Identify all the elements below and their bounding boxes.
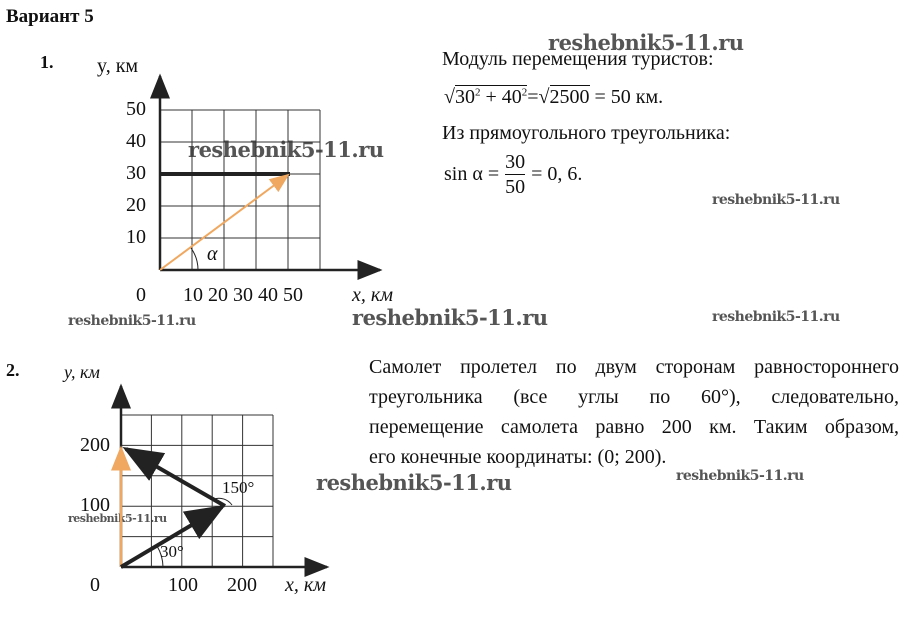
grid-1 bbox=[159, 109, 321, 271]
displacement-vector-1 bbox=[159, 173, 290, 271]
watermark: reshebnik5-11.ru bbox=[188, 137, 384, 162]
text-line: Модуль перемещения туристов: bbox=[442, 48, 714, 70]
x-axis-label-2: x, км bbox=[285, 574, 326, 596]
problem-1-number: 1. bbox=[40, 52, 54, 72]
text-line: перемещение самолета равно 200 км. Таким… bbox=[369, 416, 899, 438]
y-tick: 10 bbox=[126, 226, 146, 248]
origin-label-1: 0 bbox=[136, 284, 146, 306]
y-tick: 200 bbox=[80, 434, 110, 456]
x-ticks-1: 10 20 30 40 50 bbox=[183, 284, 303, 306]
watermark: reshebnik5-11.ru bbox=[68, 512, 167, 525]
angle-arc-30 bbox=[156, 545, 164, 568]
flight-leg-2 bbox=[122, 447, 226, 508]
angle-arc-150 bbox=[213, 497, 233, 506]
y-tick: 50 bbox=[126, 98, 146, 120]
formula-sin: sin α = 30 50 = 0, 6. bbox=[444, 151, 583, 198]
watermark: reshebnik5-11.ru bbox=[316, 470, 512, 495]
y-axis-label-1: y, км bbox=[97, 55, 139, 77]
watermark: reshebnik5-11.ru bbox=[676, 468, 804, 484]
angle-alpha-label: α bbox=[207, 243, 218, 265]
watermark: reshebnik5-11.ru bbox=[352, 305, 548, 330]
text-line: Из прямоугольного треугольника: bbox=[442, 122, 731, 144]
y-tick: 30 bbox=[126, 162, 146, 184]
y-axis-label-2: y, км bbox=[64, 362, 100, 382]
watermark: reshebnik5-11.ru bbox=[548, 30, 744, 55]
text-line: его конечные координаты: (0; 200). bbox=[369, 446, 667, 468]
x-tick: 100 bbox=[168, 574, 198, 596]
variant-heading: Вариант 5 bbox=[6, 6, 94, 27]
watermark: reshebnik5-11.ru bbox=[712, 192, 840, 208]
x-axis-label-1: x, км bbox=[352, 284, 393, 306]
y-tick: 20 bbox=[126, 194, 146, 216]
text-line: треугольника (все углы по 60°), следоват… bbox=[369, 386, 899, 408]
origin-label-2: 0 bbox=[90, 574, 100, 596]
y-tick: 100 bbox=[80, 494, 110, 516]
angle-30-label: 30° bbox=[160, 542, 184, 561]
y-tick: 40 bbox=[126, 130, 146, 152]
angle-arc-1 bbox=[190, 247, 199, 271]
flight-leg-1 bbox=[119, 504, 226, 569]
text-line: Самолет пролетел по двум сторонам равнос… bbox=[369, 356, 899, 378]
formula-modulus: √302 + 402=√2500 = 50 км. bbox=[444, 85, 664, 108]
watermark: reshebnik5-11.ru bbox=[68, 313, 196, 329]
x-tick: 200 bbox=[227, 574, 257, 596]
watermark: reshebnik5-11.ru bbox=[712, 309, 840, 325]
angle-150-label: 150° bbox=[222, 478, 255, 497]
problem-2-number: 2. bbox=[6, 360, 20, 380]
